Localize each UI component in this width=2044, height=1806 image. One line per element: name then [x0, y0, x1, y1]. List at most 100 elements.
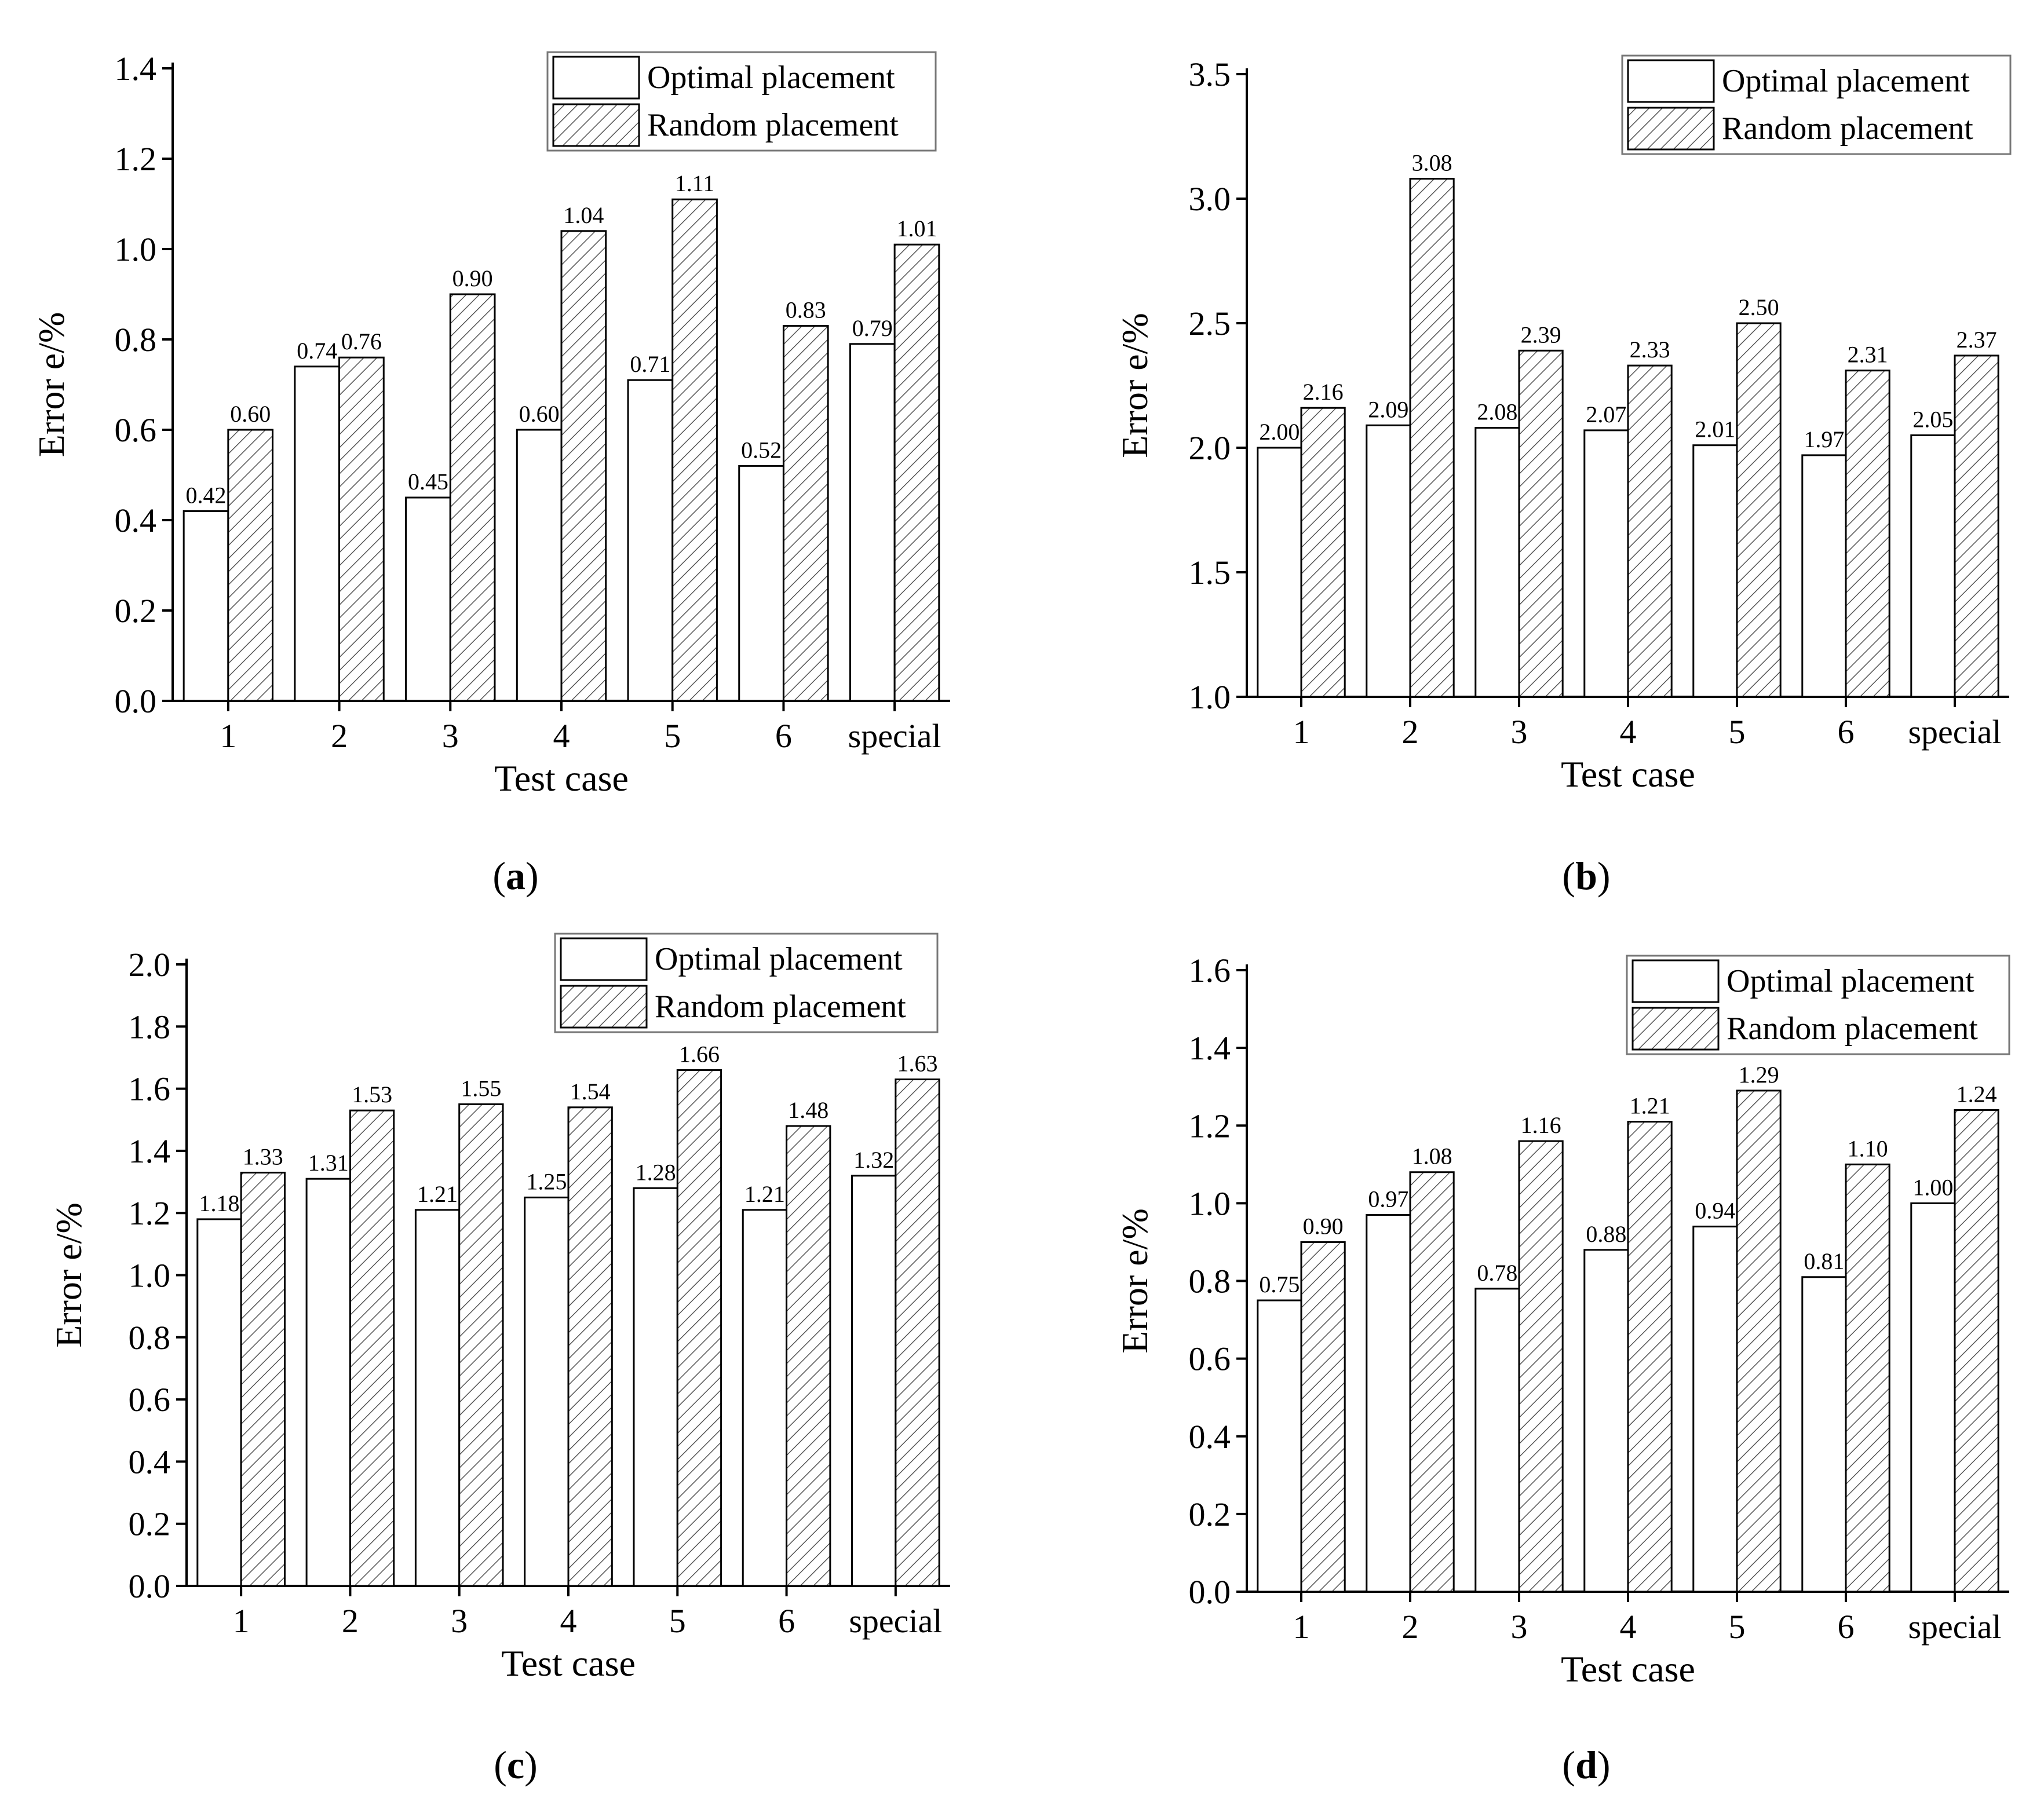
- x-tick-label: 1: [233, 1602, 250, 1640]
- data-label: 1.08: [1412, 1143, 1452, 1169]
- data-label: 1.54: [570, 1079, 611, 1105]
- bar-random: [1736, 1090, 1782, 1593]
- x-axis-title: Test case: [501, 1643, 636, 1684]
- x-tick-label: 3: [451, 1602, 468, 1640]
- y-tick-label: 2.5: [1189, 305, 1231, 342]
- data-label: 0.94: [1695, 1198, 1735, 1224]
- bar-random: [1627, 364, 1673, 698]
- legend: Optimal placement Random placement: [1626, 955, 2010, 1055]
- chart-panel-b: 1.0 1.5 2.0 2.5 3.0 3.5 1 2 3 4 5 6 special 2.00 2.09 2…: [1114, 54, 2012, 898]
- y-tick-label: 0.6: [129, 1381, 171, 1419]
- panel-letter: a: [506, 854, 525, 898]
- bar-random: [1300, 1241, 1346, 1593]
- y-tick-label: 0.8: [1189, 1263, 1231, 1300]
- y-tick-label: 2.0: [1189, 429, 1231, 467]
- bar-optimal: [851, 1175, 897, 1587]
- legend-swatch-random: [1627, 107, 1715, 151]
- x-axis-title: Test case: [1561, 754, 1695, 795]
- y-tick-label: 1.0: [1189, 1184, 1231, 1222]
- y-tick-label: 0.2: [1189, 1496, 1231, 1533]
- data-label: 1.21: [744, 1181, 785, 1207]
- legend-swatch-random: [552, 103, 640, 147]
- data-label: 1.01: [896, 215, 937, 242]
- bar-random: [1736, 322, 1782, 698]
- data-label: 0.60: [230, 401, 271, 427]
- bar-random: [560, 230, 607, 702]
- data-label: 1.18: [199, 1190, 239, 1216]
- x-axis-title: Test case: [1561, 1648, 1695, 1690]
- x-tick-label: 2: [1402, 713, 1419, 751]
- data-label: 1.33: [243, 1143, 283, 1169]
- bar-optimal: [1801, 1276, 1847, 1593]
- bar-random: [1518, 349, 1564, 698]
- data-label: 1.16: [1521, 1112, 1561, 1138]
- panel-label-open: (: [1562, 854, 1575, 898]
- y-axis-title: Error e/%: [31, 312, 72, 458]
- chart-panel-d: 0.0 0.2 0.4 0.6 0.8 1.0 1.2 1.4 1.6 1 2 3 4 5 6 special…: [1114, 952, 2010, 1787]
- data-label: 2.16: [1303, 379, 1344, 405]
- bar-optimal: [849, 343, 896, 702]
- legend-swatch-optimal: [560, 937, 648, 981]
- panel-label: (b): [1562, 854, 1610, 898]
- x-tick-label: 6: [775, 717, 792, 755]
- data-label: 0.74: [297, 338, 337, 364]
- bar-optimal: [1692, 444, 1738, 698]
- x-tick-label: 4: [1620, 1608, 1637, 1646]
- data-label: 3.08: [1412, 150, 1452, 176]
- data-label: 1.53: [352, 1081, 392, 1107]
- panel-label: (a): [492, 854, 538, 898]
- bar-optimal: [633, 1187, 678, 1587]
- data-label: 0.76: [341, 328, 382, 354]
- panel-label-close: ): [1597, 854, 1611, 898]
- legend-label: Optimal placement: [1727, 963, 1974, 999]
- x-tick-label: 5: [1729, 1608, 1746, 1646]
- x-tick-label: 6: [778, 1602, 795, 1640]
- y-tick-label: 1.6: [129, 1070, 171, 1108]
- data-label: 1.21: [1630, 1093, 1670, 1119]
- bar-random: [458, 1103, 504, 1587]
- y-tick-label: 1.5: [1189, 554, 1231, 591]
- y-axis-title: Error e/%: [1114, 313, 1155, 458]
- bar-random: [349, 1109, 395, 1587]
- bar-optimal: [1692, 1226, 1738, 1593]
- x-tick-label: 2: [331, 717, 348, 755]
- chart-panel-a: 0.0 0.2 0.4 0.6 0.8 1.0 1.2 1.4 1 2 3 4 5 6 special 0.4…: [31, 50, 950, 898]
- panel-label-open: (: [494, 1743, 507, 1787]
- y-tick-label: 0.2: [115, 592, 157, 630]
- data-label: 0.78: [1477, 1260, 1517, 1286]
- panel-label-close: ): [1597, 1743, 1611, 1787]
- bar-random: [895, 1079, 940, 1587]
- bar-optimal: [1583, 1249, 1629, 1593]
- x-tick-label: 1: [1293, 1608, 1310, 1646]
- bar-optimal: [742, 1209, 788, 1587]
- y-tick-label: 0.2: [129, 1505, 171, 1543]
- data-label: 0.81: [1804, 1248, 1844, 1274]
- legend-label: Optimal placement: [655, 941, 903, 977]
- x-tick-label: 3: [1511, 713, 1528, 751]
- bar-optimal: [414, 1209, 461, 1587]
- bar-random: [893, 243, 940, 702]
- bar-optimal: [196, 1218, 242, 1587]
- legend-label: Random placement: [655, 989, 906, 1025]
- x-tick-label: 4: [553, 717, 570, 755]
- data-label: 1.24: [1957, 1081, 1997, 1107]
- bar-random: [782, 325, 829, 702]
- x-tick-label: 6: [1838, 1608, 1855, 1646]
- y-tick-label: 2.0: [129, 946, 171, 984]
- bar-optimal: [1583, 429, 1629, 698]
- y-tick-label: 1.6: [1189, 952, 1231, 989]
- data-label: 1.63: [897, 1051, 938, 1077]
- y-tick-label: 1.0: [1189, 678, 1231, 716]
- x-tick-label: 2: [1402, 1608, 1419, 1646]
- panel-letter: d: [1575, 1743, 1597, 1787]
- data-label: 1.21: [417, 1181, 458, 1207]
- bar-optimal: [1257, 1299, 1302, 1593]
- bar-optimal: [516, 429, 563, 702]
- y-axis-title: Error e/%: [1114, 1208, 1155, 1354]
- legend-label: Random placement: [1727, 1011, 1978, 1047]
- y-axis-title: Error e/%: [48, 1202, 89, 1348]
- data-label: 1.11: [675, 170, 715, 196]
- bar-random: [338, 356, 385, 702]
- legend-label: Optimal placement: [647, 60, 895, 96]
